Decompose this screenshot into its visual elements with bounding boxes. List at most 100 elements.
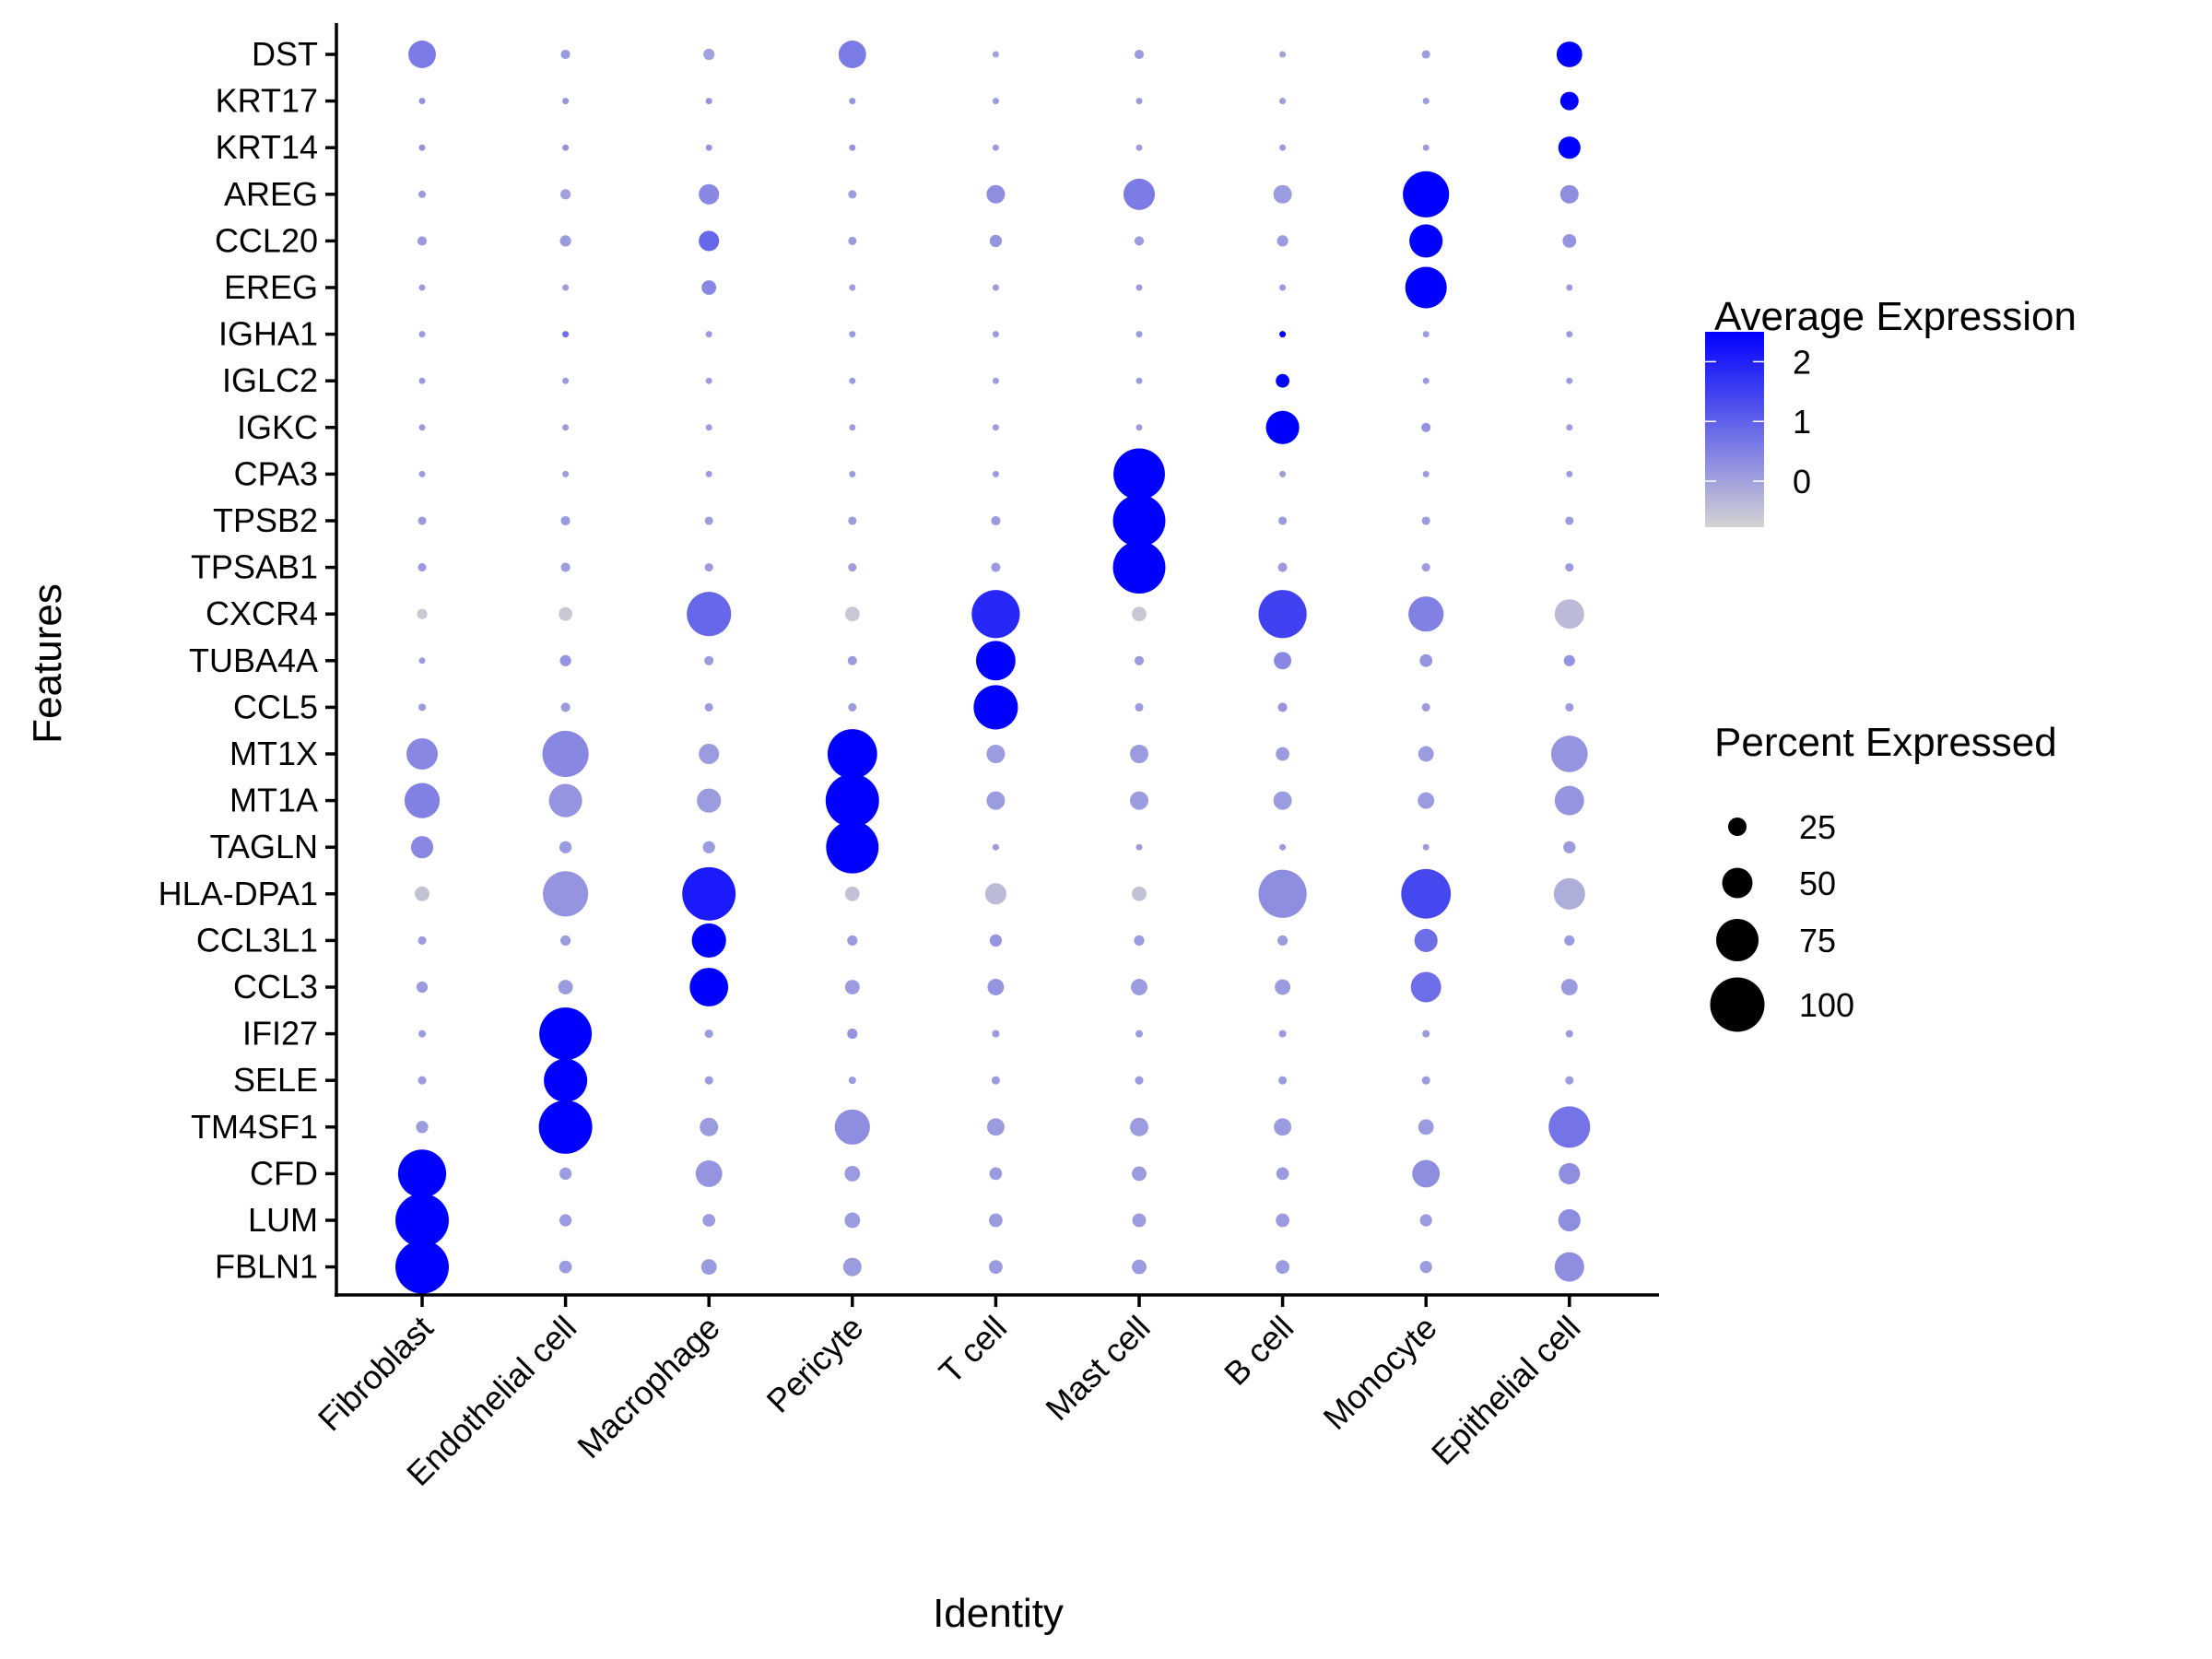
dot-cfd-fibroblast [397, 1149, 447, 1198]
dot-cxcr4-pericyte [844, 606, 860, 622]
y-tick-label: SELE [233, 1061, 318, 1099]
size-legend-dot [1716, 919, 1759, 961]
dot-krt17-monocyte [1422, 98, 1430, 105]
dot-ereg-b-cell [1279, 284, 1287, 291]
dot-cfd-endothelial-cell [559, 1167, 572, 1181]
dot-areg-pericyte [848, 190, 857, 199]
dot-tagln-b-cell [1279, 843, 1287, 851]
dot-ccl3-endothelial-cell [558, 980, 573, 994]
dot-dst-endothelial-cell [560, 49, 571, 60]
dot-iglc2-fibroblast [418, 377, 426, 384]
dot-ccl3l1-pericyte [847, 935, 858, 946]
y-tick-label: TPSB2 [213, 501, 318, 539]
dot-iglc2-mast-cell [1135, 377, 1143, 384]
dot-igkc-epithelial-cell [1566, 424, 1573, 431]
color-legend: Average Expression 2 1 0 [1705, 294, 2077, 527]
dot-ccl3-pericyte [844, 980, 860, 994]
dot-dst-b-cell [1279, 51, 1287, 58]
dot-tpsab1-macrophage [704, 563, 713, 572]
dot-igha1-b-cell [1279, 331, 1287, 338]
dot-areg-monocyte [1403, 171, 1450, 218]
dot-igha1-monocyte [1422, 331, 1430, 338]
dot-tpsb2-mast-cell [1112, 494, 1166, 547]
dot-ccl3l1-b-cell [1277, 935, 1288, 946]
y-axis-ticks: DST KRT17 KRT14 AREG CCL20 EREG IGHA1 IGLC2 IGKC… [159, 35, 336, 1286]
dot-tagln-epithelial-cell [1563, 841, 1576, 853]
dot-lum-mast-cell [1132, 1213, 1147, 1228]
dot-iglc2-macrophage [705, 377, 712, 384]
dot-igkc-monocyte [1421, 422, 1431, 432]
dot-ereg-pericyte [849, 284, 856, 291]
dot-tuba4a-pericyte [847, 655, 857, 665]
dot-ereg-endothelial-cell [562, 284, 570, 291]
dot-ccl3-t-cell [987, 979, 1005, 995]
size-legend-dot [1722, 867, 1753, 899]
dot-lum-b-cell [1276, 1213, 1289, 1228]
dot-ccl20-fibroblast [417, 236, 428, 246]
dot-ccl5-fibroblast [418, 703, 427, 712]
dot-iglc2-endothelial-cell [562, 377, 570, 384]
dot-fbln1-b-cell [1276, 1260, 1289, 1274]
colorbar-tick-label: 2 [1793, 343, 1811, 381]
dot-krt17-endothelial-cell [562, 98, 570, 105]
dot-lum-epithelial-cell [1558, 1208, 1581, 1232]
dot-hla-dpa1-mast-cell [1132, 886, 1147, 901]
x-axis-title: Identity [933, 1591, 1064, 1636]
dot-cfd-epithelial-cell [1559, 1162, 1581, 1184]
dot-krt14-macrophage [705, 144, 712, 151]
dot-ccl5-t-cell [973, 685, 1018, 730]
y-tick-label: EREG [224, 268, 318, 306]
dot-krt14-endothelial-cell [562, 144, 570, 151]
y-tick-label: AREG [224, 175, 318, 213]
dot-cfd-pericyte [844, 1165, 861, 1182]
dot-cfd-mast-cell [1132, 1166, 1147, 1182]
dot-ccl20-endothelial-cell [559, 235, 571, 247]
dot-ifi27-macrophage [704, 1030, 713, 1039]
y-tick-label: CPA3 [234, 454, 318, 492]
dot-ifi27-endothelial-cell [539, 1007, 593, 1061]
y-tick-label: TM4SF1 [191, 1108, 318, 1146]
dot-tm4sf1-fibroblast [416, 1121, 429, 1134]
dot-iglc2-t-cell [992, 377, 999, 384]
y-tick-label: DST [252, 35, 318, 73]
dot-ccl3-monocyte [1410, 971, 1441, 1003]
dot-ccl20-monocyte [1409, 224, 1443, 258]
dot-fbln1-pericyte [842, 1257, 862, 1277]
dot-tpsb2-monocyte [1421, 516, 1430, 525]
dot-ccl20-b-cell [1277, 235, 1288, 247]
dot-sele-b-cell [1278, 1076, 1288, 1085]
dot-tuba4a-endothelial-cell [559, 654, 571, 666]
dot-ccl20-pericyte [848, 236, 857, 245]
y-tick-label: IFI27 [242, 1015, 318, 1053]
color-legend-title: Average Expression [1714, 294, 2077, 339]
dot-ccl5-b-cell [1277, 702, 1288, 712]
size-legend-label: 75 [1799, 922, 1836, 959]
dot-krt17-b-cell [1279, 98, 1287, 105]
y-tick-label: CCL5 [233, 688, 318, 725]
dot-tagln-monocyte [1422, 843, 1430, 851]
size-legend: Percent Expressed 25 50 75 100 [1710, 720, 2057, 1032]
dot-sele-macrophage [704, 1076, 713, 1085]
dot-dst-epithelial-cell [1556, 41, 1583, 67]
dot-tpsb2-fibroblast [418, 516, 427, 525]
dot-tuba4a-monocyte [1419, 653, 1433, 667]
y-tick-label: CCL3L1 [196, 921, 318, 959]
dot-ereg-fibroblast [418, 284, 426, 291]
size-legend-title: Percent Expressed [1714, 720, 2057, 765]
dot-ereg-t-cell [992, 284, 999, 291]
dot-ifi27-fibroblast [418, 1030, 427, 1038]
dot-sele-monocyte [1421, 1076, 1430, 1085]
dot-mt1a-monocyte [1418, 792, 1435, 809]
dot-mt1x-endothelial-cell [542, 730, 589, 778]
dot-cfd-monocyte [1412, 1159, 1441, 1188]
dot-tpsab1-t-cell [991, 562, 1001, 572]
dot-areg-endothelial-cell [560, 189, 571, 200]
y-tick-label: TAGLN [210, 828, 318, 865]
dot-lum-endothelial-cell [559, 1214, 572, 1227]
y-tick-label: FBLN1 [215, 1248, 318, 1286]
dot-mt1x-monocyte [1418, 746, 1434, 762]
dot-igha1-mast-cell [1135, 331, 1143, 338]
dot-ifi27-monocyte [1422, 1030, 1430, 1038]
